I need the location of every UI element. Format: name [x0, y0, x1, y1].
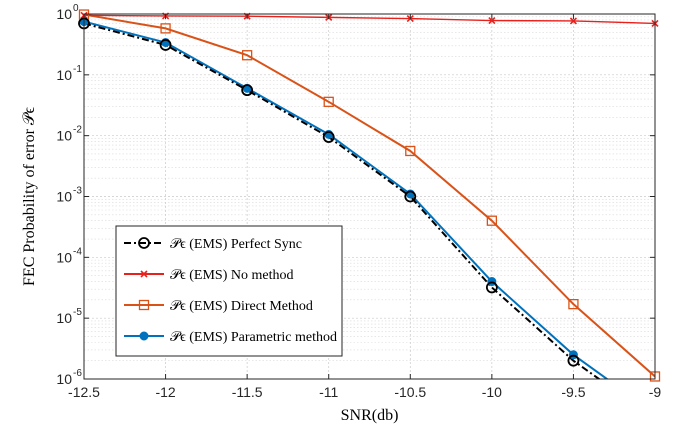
- legend: 𝒫ϵ (EMS) Perfect Sync 𝒫ϵ (EMS) No method 𝒫…: [115, 225, 343, 357]
- y-tick-label: 10: [56, 67, 72, 83]
- legend-swatch-marker: [139, 331, 149, 341]
- y-tick-exponent: -5: [73, 307, 82, 318]
- y-axis-label: FEC Probability of error 𝒫ϵ: [21, 107, 38, 286]
- y-tick-label: 10: [56, 6, 72, 22]
- y-tick-exponent: -3: [73, 186, 82, 197]
- data-point: [568, 298, 579, 310]
- legend-swatch-marker: [138, 299, 150, 311]
- data-point: [322, 131, 335, 143]
- legend-label: 𝒫ϵ (EMS) No method: [170, 268, 293, 283]
- x-tick-label: -11: [319, 384, 338, 400]
- data-point: [323, 96, 334, 107]
- data-point: [569, 17, 577, 25]
- data-point: [488, 16, 496, 25]
- series-line: [84, 22, 601, 379]
- x-tick-label: -12.5: [68, 384, 100, 400]
- y-tick-label: 10: [56, 128, 72, 144]
- data-point: [486, 215, 498, 226]
- data-point: [405, 145, 416, 157]
- y-tick-label: 10: [56, 249, 72, 265]
- x-tick-label: -9: [649, 384, 662, 400]
- data-point: [485, 281, 498, 294]
- y-tick-exponent: -6: [73, 368, 82, 379]
- legend-swatch-marker: [140, 270, 148, 278]
- x-axis-label: SNR(db): [341, 407, 399, 424]
- y-tick-label: 10: [56, 189, 72, 205]
- series-line: [84, 20, 609, 379]
- y-tick-exponent: -2: [73, 125, 82, 136]
- legend-box: [115, 225, 343, 357]
- legend-label: 𝒫ϵ (EMS) Parametric method: [170, 330, 337, 345]
- data-point: [567, 354, 580, 367]
- x-tick-label: -10: [482, 384, 502, 400]
- y-tick-exponent: -1: [73, 64, 82, 75]
- data-point: [159, 39, 172, 51]
- data-point: [160, 23, 171, 34]
- data-point: [241, 84, 254, 97]
- x-tick-label: -11.5: [232, 384, 263, 400]
- legend-label: 𝒫ϵ (EMS) Perfect Sync: [170, 237, 302, 252]
- series-lines: [84, 14, 655, 379]
- axis-ticks: [83, 13, 656, 380]
- series-line: [84, 14, 655, 378]
- x-tick-label: -10.5: [394, 384, 426, 400]
- data-point: [241, 50, 253, 61]
- y-tick-exponent: -4: [73, 246, 82, 257]
- legend-swatch-marker: [138, 237, 150, 249]
- legend-label: 𝒫ϵ (EMS) Direct Method: [170, 299, 313, 314]
- y-tick-exponent: 0: [73, 3, 79, 14]
- y-tick-label: 10: [56, 371, 72, 387]
- x-tick-label: -9.5: [561, 384, 585, 400]
- data-point: [404, 190, 417, 203]
- series-markers: [78, 9, 661, 382]
- series-line: [84, 14, 655, 25]
- x-tick-label: -12: [155, 384, 175, 400]
- y-tick-label: 10: [56, 310, 72, 326]
